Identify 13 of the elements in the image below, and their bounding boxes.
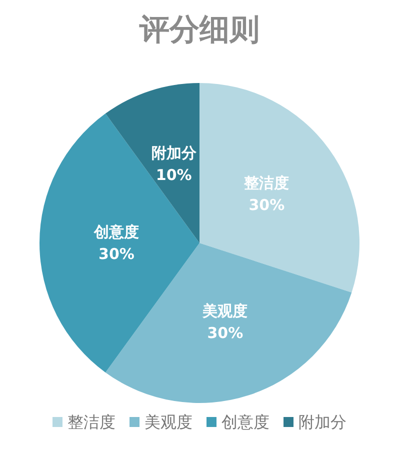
legend-label: 整洁度 <box>68 412 116 432</box>
data-label: 10% <box>156 166 192 184</box>
slice-label: 美观度 <box>202 302 248 320</box>
data-label: 30% <box>207 324 244 342</box>
legend-label: 美观度 <box>144 412 192 432</box>
chart-title: 评分细则 <box>138 12 260 48</box>
legend-label: 附加分 <box>298 412 346 432</box>
data-label: 30% <box>98 245 134 263</box>
slice-label: 整洁度 <box>243 174 290 192</box>
data-label: 30% <box>248 196 285 214</box>
slice-label: 创意度 <box>93 223 139 241</box>
slice-label: 附加分 <box>151 144 198 162</box>
legend-label: 创意度 <box>222 412 270 432</box>
